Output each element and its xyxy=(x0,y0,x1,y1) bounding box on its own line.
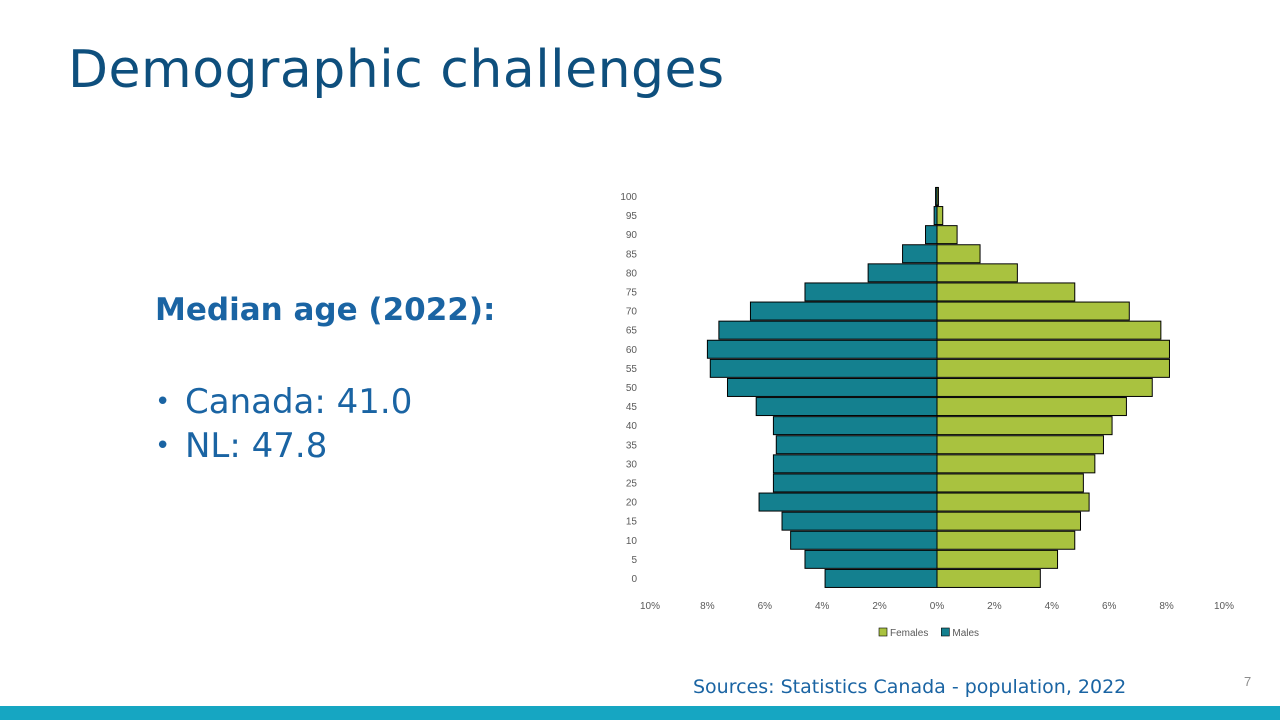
age-label-45: 45 xyxy=(626,402,638,413)
bar-females-age-75 xyxy=(936,282,1076,302)
x-tick-label: 4% xyxy=(1045,601,1060,612)
age-label-15: 15 xyxy=(626,517,638,528)
x-tick-label: 2% xyxy=(987,601,1002,612)
x-tick-label: 10% xyxy=(1214,601,1234,612)
bar-males-age-85 xyxy=(902,244,938,264)
bar-males-age-65 xyxy=(718,320,938,340)
age-label-10: 10 xyxy=(626,536,638,547)
bar-males-age-70 xyxy=(749,301,938,321)
slide-title: Demographic challenges xyxy=(68,40,725,100)
x-tick-label: 10% xyxy=(640,601,660,612)
age-label-25: 25 xyxy=(626,478,638,489)
age-label-90: 90 xyxy=(626,230,638,241)
bar-males-age-80 xyxy=(867,263,938,283)
median-age-heading: Median age (2022): xyxy=(155,292,496,328)
bar-females-age-55 xyxy=(936,358,1170,378)
bar-females-age-10 xyxy=(936,530,1076,550)
bar-females-age-35 xyxy=(936,435,1104,455)
bar-males-age-5 xyxy=(804,549,938,569)
bar-males-age-90 xyxy=(925,225,938,245)
age-label-40: 40 xyxy=(626,421,638,432)
legend-label-females: Females xyxy=(890,628,928,639)
age-label-20: 20 xyxy=(626,498,638,509)
x-tick-label: 0% xyxy=(930,601,945,612)
bar-females-age-45 xyxy=(936,397,1127,417)
bar-females-age-70 xyxy=(936,301,1130,321)
bullet-icon: • xyxy=(155,431,171,461)
bar-males-age-10 xyxy=(790,530,938,550)
median-age-canada: Canada: 41.0 xyxy=(185,382,413,422)
bar-males-age-95 xyxy=(933,206,938,226)
chart-legend: Females Males xyxy=(878,627,979,639)
age-label-35: 35 xyxy=(626,440,638,451)
bar-females-age-90 xyxy=(936,225,958,245)
age-label-100: 100 xyxy=(620,192,637,203)
bar-females-age-0 xyxy=(936,568,1041,588)
x-tick-label: 2% xyxy=(872,601,887,612)
x-tick-label: 6% xyxy=(1102,601,1117,612)
age-label-65: 65 xyxy=(626,326,638,337)
bar-females-age-60 xyxy=(936,339,1170,359)
age-label-70: 70 xyxy=(626,307,638,318)
bar-females-age-25 xyxy=(936,473,1084,493)
bar-males-age-25 xyxy=(772,473,938,493)
page-number: 7 xyxy=(1244,674,1252,689)
legend-swatch-females xyxy=(878,627,888,637)
bar-males-age-55 xyxy=(709,358,938,378)
bar-females-age-15 xyxy=(936,511,1081,531)
age-label-55: 55 xyxy=(626,364,638,375)
median-age-nl: NL: 47.8 xyxy=(185,426,328,466)
bar-females-age-50 xyxy=(936,377,1153,397)
bar-males-age-40 xyxy=(772,416,938,436)
legend-label-males: Males xyxy=(952,628,979,639)
bars-group xyxy=(706,186,1170,588)
bar-females-age-95 xyxy=(936,206,944,226)
x-tick-label: 6% xyxy=(758,601,773,612)
bar-females-age-30 xyxy=(936,454,1096,474)
bar-females-age-20 xyxy=(936,492,1090,512)
footer-bar xyxy=(0,706,1280,720)
age-label-30: 30 xyxy=(626,459,638,470)
list-item: • NL: 47.8 xyxy=(155,424,412,468)
age-label-50: 50 xyxy=(626,383,638,394)
median-age-list: • Canada: 41.0 • NL: 47.8 xyxy=(155,380,412,468)
bar-males-age-75 xyxy=(804,282,938,302)
bar-males-age-45 xyxy=(755,397,938,417)
age-label-5: 5 xyxy=(631,555,637,566)
age-label-95: 95 xyxy=(626,211,638,222)
percent-axis-labels: 10% 8% 6% 4% 2% 0% 2% 4% 6% 8% 10% xyxy=(640,601,1234,612)
bar-males-age-100 xyxy=(935,186,938,206)
population-pyramid-chart: 0 5 10 15 20 25 30 35 40 45 50 55 60 65 70 75 80 85 90 95 10… xyxy=(620,186,1234,639)
bar-females-age-5 xyxy=(936,549,1059,569)
list-item: • Canada: 41.0 xyxy=(155,380,412,424)
bar-males-age-30 xyxy=(772,454,938,474)
age-label-60: 60 xyxy=(626,345,638,356)
legend-swatch-males xyxy=(941,627,950,637)
bar-males-age-35 xyxy=(775,435,938,455)
age-label-75: 75 xyxy=(626,287,638,298)
age-label-85: 85 xyxy=(626,249,638,260)
bar-males-age-60 xyxy=(706,339,938,359)
bar-females-age-85 xyxy=(936,244,981,264)
bullet-icon: • xyxy=(155,387,171,417)
bar-males-age-50 xyxy=(726,377,938,397)
bar-males-age-15 xyxy=(781,511,938,531)
x-tick-label: 8% xyxy=(700,601,715,612)
bar-males-age-20 xyxy=(758,492,938,512)
bar-females-age-40 xyxy=(936,416,1113,436)
x-tick-label: 8% xyxy=(1159,601,1174,612)
age-label-0: 0 xyxy=(631,574,637,585)
bar-males-age-0 xyxy=(824,568,938,588)
age-axis-labels: 0 5 10 15 20 25 30 35 40 45 50 55 60 65 70 75 80 85 90 95 10… xyxy=(620,192,637,585)
sources-note: Sources: Statistics Canada - population,… xyxy=(693,676,1127,698)
bar-females-age-80 xyxy=(936,263,1018,283)
bar-females-age-65 xyxy=(936,320,1162,340)
age-label-80: 80 xyxy=(626,268,638,279)
x-tick-label: 4% xyxy=(815,601,830,612)
